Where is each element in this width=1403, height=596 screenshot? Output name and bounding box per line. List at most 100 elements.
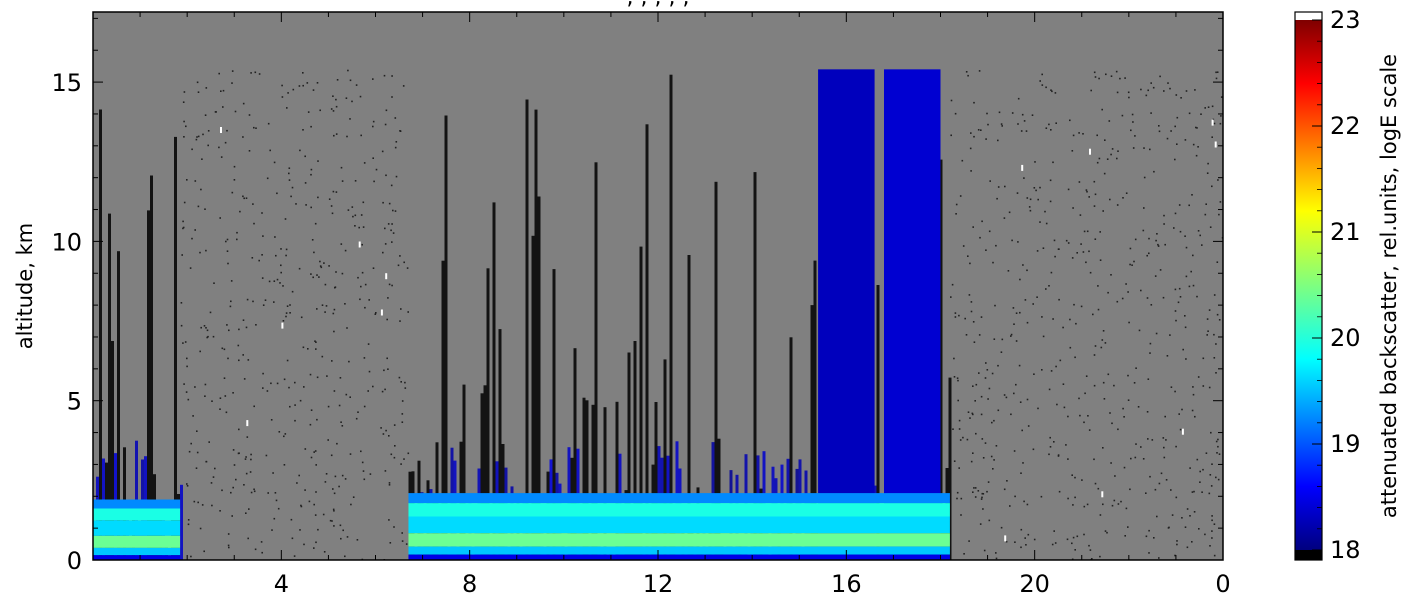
noise-dot [1117,428,1119,431]
noise-dot [231,70,234,72]
noise-dot [970,301,973,303]
signal-column [654,402,658,560]
noise-dot [971,412,974,415]
noise-dot [230,491,232,494]
noise-dot [1143,147,1145,149]
noise-dot [1174,310,1177,312]
noise-streak [246,420,249,427]
noise-dot [383,74,386,77]
noise-dot [236,231,238,234]
noise-dot [1199,470,1201,473]
noise-dot [182,342,184,344]
noise-dot [302,129,304,131]
noise-dot [276,382,279,385]
noise-dot [385,174,387,177]
noise-dot [1084,392,1086,395]
noise-dot [231,191,234,194]
noise-dot [1167,82,1169,84]
noise-dot [973,135,975,138]
noise-dot [1072,536,1075,539]
noise-dot [1109,412,1111,414]
noise-dot [1113,384,1115,387]
noise-dot [1102,381,1105,384]
noise-dot [262,387,264,389]
noise-dot [304,182,307,184]
noise-dot [955,213,957,215]
noise-dot [390,229,392,232]
noise-dot [1123,416,1125,418]
noise-dot [388,283,391,286]
noise-dot [1174,158,1176,161]
noise-dot [238,359,240,362]
noise-dot [242,102,245,105]
signal-column [663,359,667,560]
noise-dot [1217,179,1219,181]
signal-column [483,385,487,560]
noise-dot [389,542,392,544]
noise-dot [302,84,304,87]
noise-dot [956,491,959,494]
noise-dot [309,373,312,376]
noise-dot [328,198,331,200]
noise-dot [299,399,302,402]
noise-dot [985,138,987,140]
noise-dot [294,404,296,406]
noise-dot [1039,80,1041,82]
noise-dot [1006,480,1008,482]
noise-dot [211,400,213,402]
noise-dot [331,520,333,522]
noise-dot [1035,189,1037,192]
noise-dot [317,528,319,531]
noise-dot [341,474,344,477]
noise-dot [1148,237,1150,240]
noise-dot [1039,221,1041,223]
noise-dot [308,500,311,503]
noise-dot [1041,316,1043,318]
noise-dot [980,413,983,416]
signal-column [582,397,586,560]
noise-dot [1037,198,1039,201]
noise-dot [289,304,291,306]
noise-streak [1101,491,1104,498]
noise-dot [1093,205,1096,207]
noise-dot [982,493,985,495]
noise-dot [986,490,988,493]
noise-dot [1026,269,1028,272]
noise-dot [183,136,185,138]
noise-dot [997,364,999,367]
noise-dot [283,435,285,438]
noise-dot [349,453,352,455]
noise-dot [1089,549,1092,551]
noise-dot [330,454,333,457]
noise-dot [276,192,278,195]
noise-dot [214,467,216,470]
noise-dot [969,417,971,419]
noise-dot [394,445,396,447]
noise-dot [391,223,393,225]
noise-dot [363,478,366,481]
noise-dot [323,262,325,264]
noise-dot [1094,345,1097,347]
noise-dot [1019,311,1021,314]
noise-dot [197,135,200,138]
noise-dot [974,487,977,489]
noise-dot [395,141,398,143]
noise-dot [1107,373,1110,376]
signal-column [462,384,466,560]
noise-dot [1004,185,1006,188]
noise-dot [1026,321,1029,324]
signal-column [531,235,535,560]
noise-dot [212,476,215,478]
noise-dot [184,341,187,343]
noise-dot [286,359,289,362]
noise-dot [264,299,267,301]
noise-dot [1149,352,1151,354]
noise-dot [988,387,991,390]
noise-dot [219,510,221,512]
noise-dot [400,308,402,310]
noise-dot [388,484,391,486]
noise-dot [219,397,222,399]
noise-dot [1110,274,1112,276]
noise-dot [977,129,980,131]
noise-dot [346,135,348,138]
